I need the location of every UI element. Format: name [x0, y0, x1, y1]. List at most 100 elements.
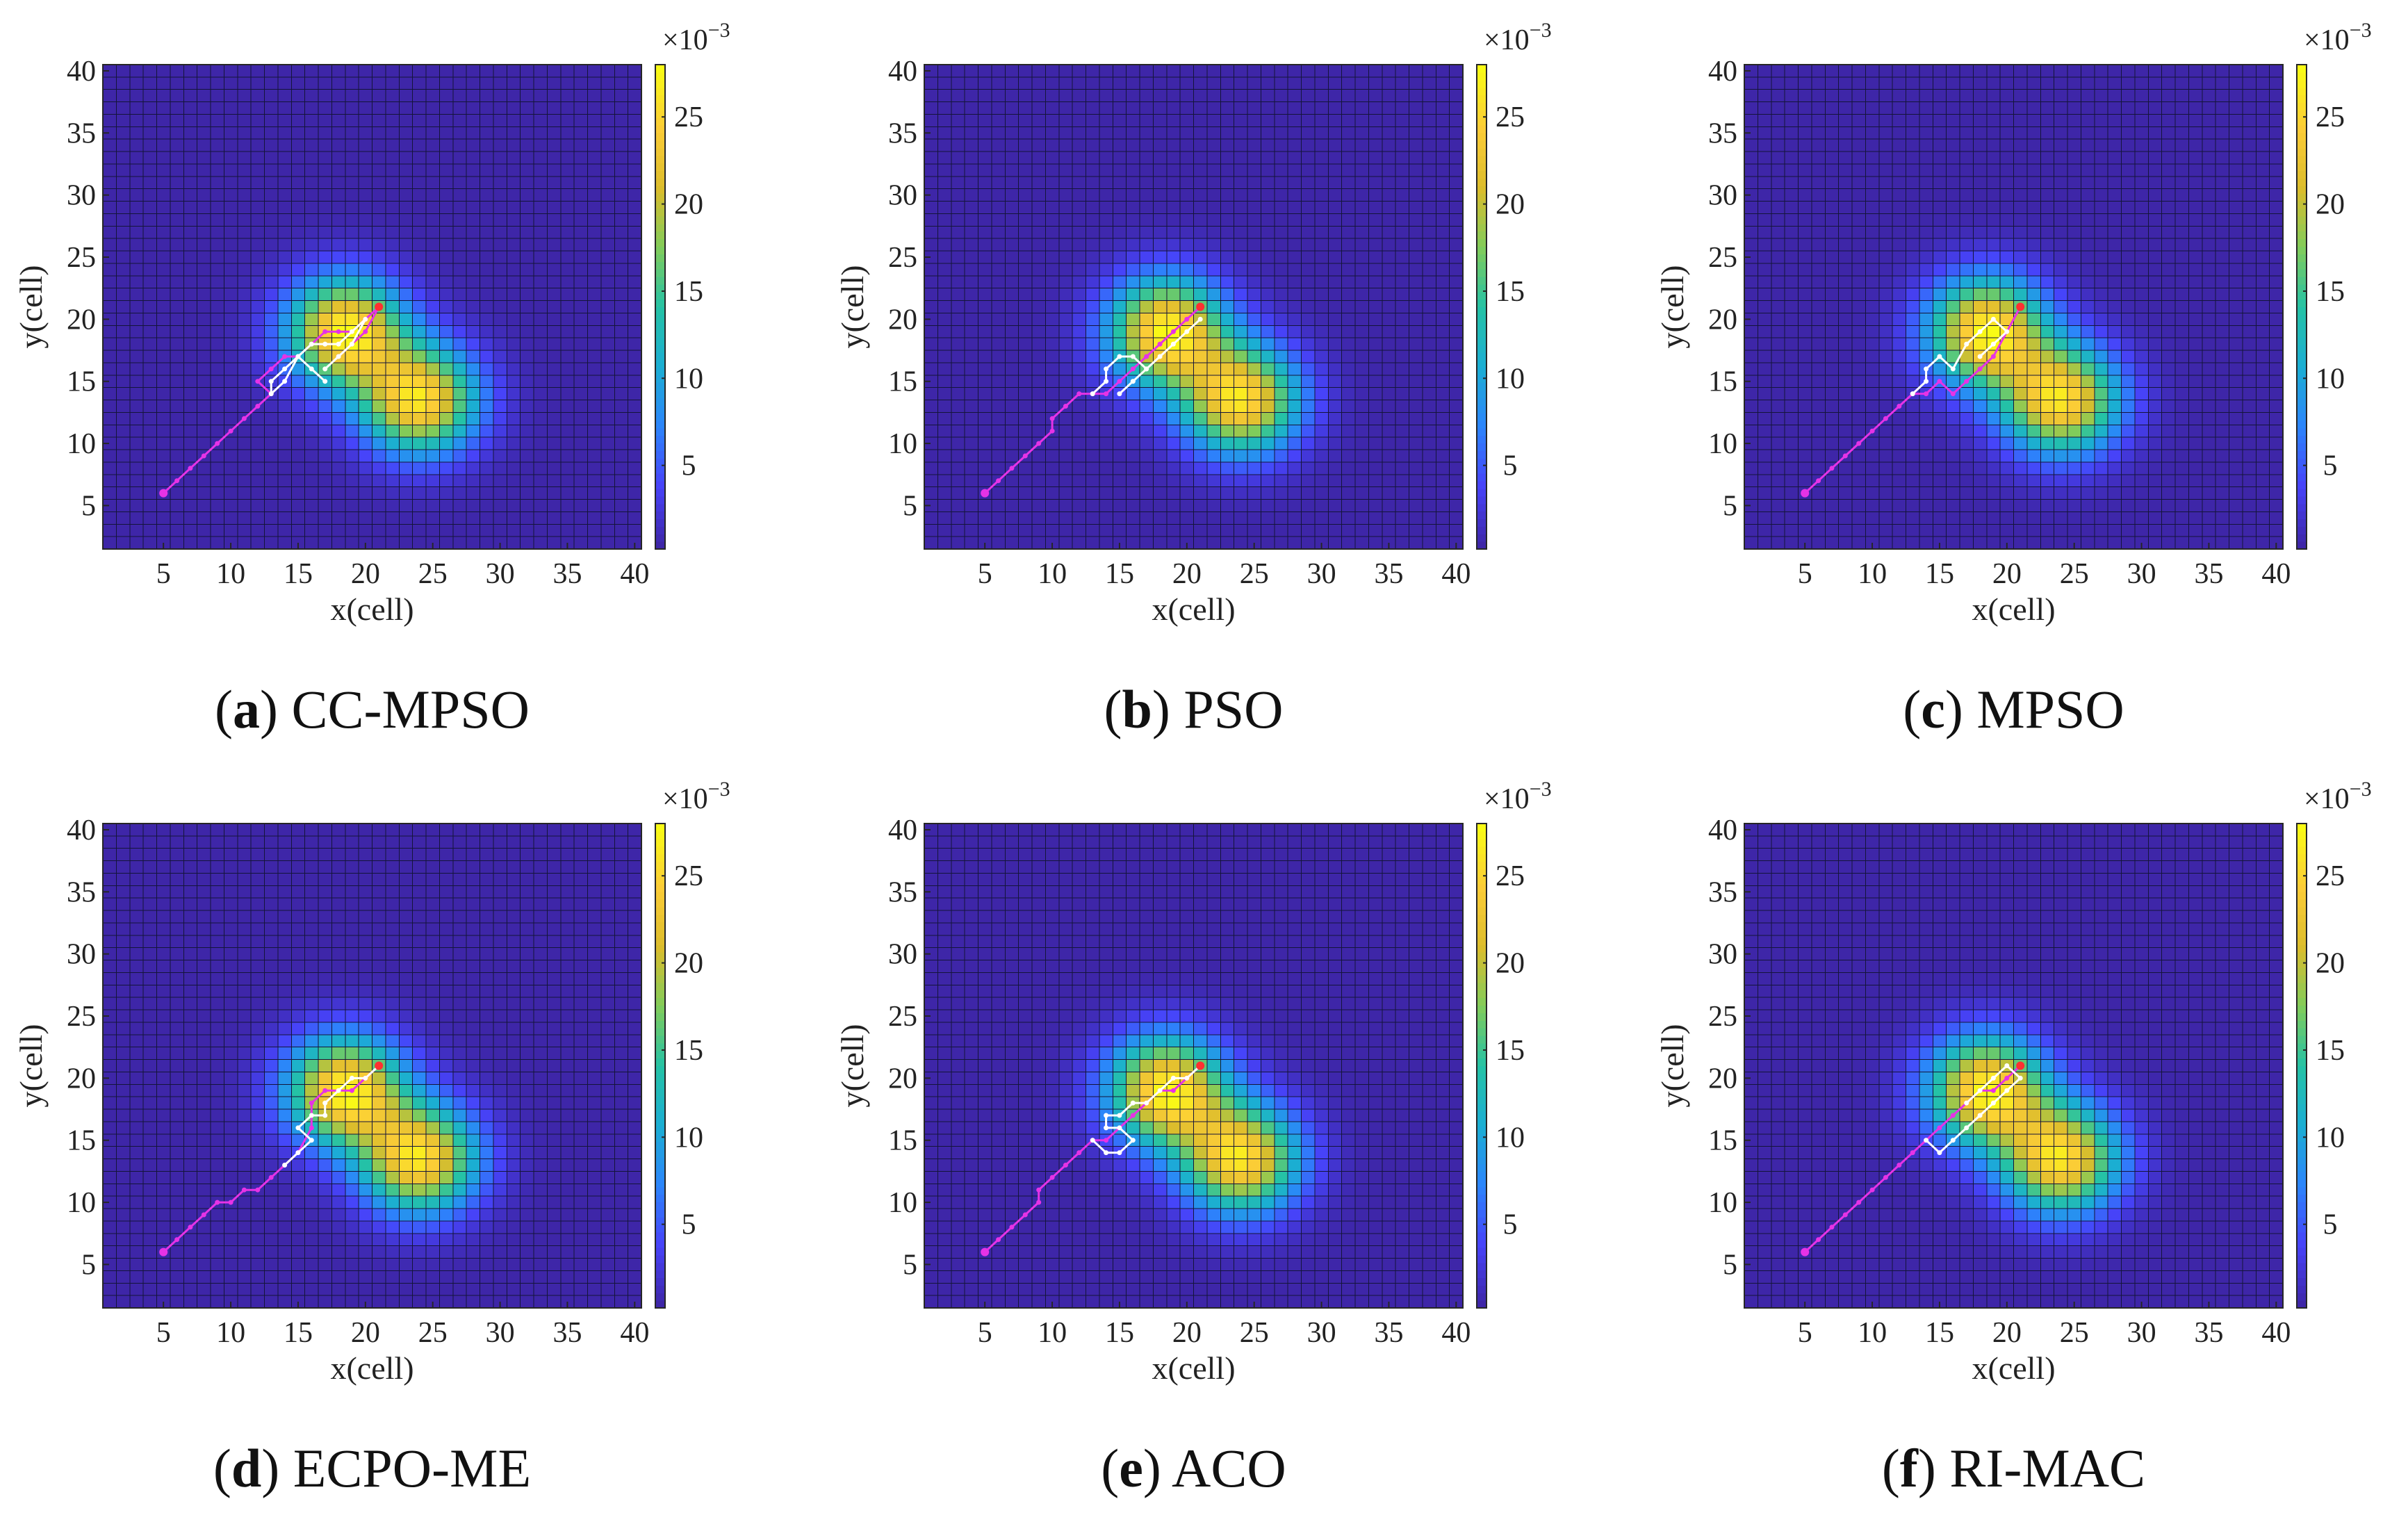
heatmap-cell	[183, 263, 198, 277]
heatmap-cell	[1099, 213, 1113, 227]
heatmap-cell	[2229, 350, 2243, 363]
heatmap-cell	[520, 263, 534, 277]
heatmap-cell	[439, 400, 454, 413]
heatmap-cell	[520, 436, 534, 450]
heatmap-cell	[2067, 362, 2081, 376]
heatmap-cell	[223, 449, 238, 463]
heatmap-cell	[1851, 76, 1866, 90]
colorbar-swatch	[655, 412, 665, 421]
heatmap-cell	[2229, 436, 2243, 450]
heatmap-cell	[2080, 375, 2095, 388]
heatmap-cell	[1784, 188, 1799, 202]
heatmap-cell	[1449, 411, 1464, 425]
heatmap-cell	[156, 350, 171, 363]
heatmap-cell	[2067, 201, 2081, 214]
heatmap-cell	[2174, 188, 2189, 202]
heatmap-cell	[183, 411, 198, 425]
heatmap-cell	[1139, 213, 1154, 227]
heatmap-cell	[1260, 486, 1275, 500]
heatmap-cell	[304, 238, 319, 252]
heatmap-cell	[2242, 64, 2257, 78]
heatmap-cell	[1327, 436, 1343, 450]
heatmap-cell	[1166, 89, 1181, 103]
heatmap-cell	[412, 536, 427, 550]
heatmap-cell	[991, 523, 1006, 537]
heatmap-cell	[1757, 523, 1772, 537]
heatmap-cell	[1906, 238, 1920, 252]
heatmap-cell	[102, 424, 117, 438]
heatmap-cell	[1072, 126, 1087, 140]
heatmap-cell	[614, 225, 629, 239]
heatmap-cell	[1757, 176, 1772, 190]
heatmap-cell	[1838, 250, 1853, 264]
heatmap-cell	[1234, 250, 1248, 264]
heatmap-cell	[223, 387, 238, 401]
heatmap-cell	[1865, 89, 1880, 103]
heatmap-cell	[506, 64, 521, 78]
heatmap-cell	[1771, 449, 1785, 463]
heatmap-cell	[1086, 126, 1100, 140]
heatmap-cell	[991, 288, 1006, 302]
colorbar-swatch	[655, 473, 665, 482]
heatmap-cell	[546, 64, 562, 78]
heatmap-cell	[924, 523, 938, 537]
heatmap-cell	[1932, 523, 1947, 537]
heatmap-cell	[1126, 288, 1140, 302]
heatmap-cell	[1435, 201, 1450, 214]
heatmap-cell	[2054, 76, 2068, 90]
heatmap-cell	[2067, 449, 2081, 463]
heatmap-cell	[1314, 76, 1329, 90]
heatmap-cell	[250, 76, 265, 90]
heatmap-cell	[2040, 288, 2055, 302]
heatmap-cell	[600, 523, 615, 537]
heatmap-cell	[1314, 288, 1329, 302]
heatmap-cell	[183, 225, 198, 239]
heatmap-cell	[2215, 201, 2230, 214]
heatmap-cell	[1435, 499, 1450, 512]
colorbar-swatch	[655, 526, 665, 534]
heatmap-cell	[2040, 375, 2055, 388]
heatmap-cell	[493, 449, 507, 463]
heatmap-cell	[573, 424, 589, 438]
heatmap-cell	[964, 486, 979, 500]
heatmap-cell	[304, 461, 319, 475]
heatmap-cell	[425, 511, 440, 525]
heatmap-cell	[1045, 113, 1060, 127]
heatmap-cell	[2121, 263, 2136, 277]
heatmap-cell	[1234, 325, 1248, 338]
heatmap-cell	[345, 288, 359, 302]
heatmap-cell	[1139, 275, 1154, 289]
heatmap-cell	[183, 288, 198, 302]
heatmap-cell	[2121, 126, 2136, 140]
heatmap-cell	[2215, 238, 2230, 252]
heatmap-cell	[2134, 64, 2149, 78]
heatmap-cell	[1018, 362, 1033, 376]
heatmap-cell	[1878, 436, 1893, 450]
x-tick-label: 15	[1105, 558, 1134, 590]
heatmap-cell	[183, 163, 198, 177]
heatmap-cell	[2121, 213, 2136, 227]
heatmap-cell	[600, 449, 615, 463]
heatmap-cell	[1771, 375, 1785, 388]
heatmap-cell	[1838, 89, 1853, 103]
heatmap-cell	[1865, 486, 1880, 500]
heatmap-cell	[573, 113, 589, 127]
heatmap-cell	[1757, 101, 1772, 115]
heatmap-cell	[439, 536, 454, 550]
heatmap-cell	[129, 387, 144, 401]
heatmap-cell	[1179, 511, 1195, 525]
heatmap-cell	[1771, 523, 1785, 537]
heatmap-cell	[425, 375, 440, 388]
heatmap-cell	[210, 176, 224, 190]
heatmap-cell	[1206, 275, 1221, 289]
heatmap-cell	[115, 275, 131, 289]
heatmap-cell	[2080, 163, 2095, 177]
heatmap-cell	[1959, 511, 1974, 525]
heatmap-cell	[2054, 523, 2068, 537]
heatmap-cell	[2242, 250, 2257, 264]
heatmap-cell	[1757, 312, 1772, 326]
colorbar-swatch	[655, 201, 665, 209]
heatmap-cell	[345, 387, 359, 401]
heatmap-cell	[1166, 64, 1181, 78]
heatmap-cell	[1354, 64, 1369, 78]
